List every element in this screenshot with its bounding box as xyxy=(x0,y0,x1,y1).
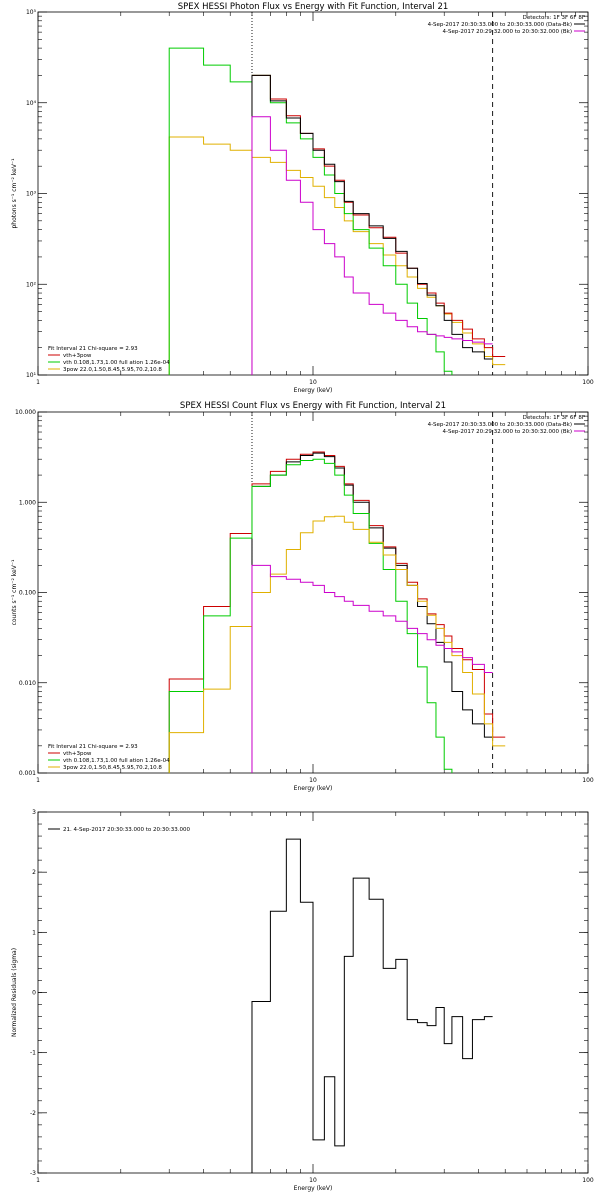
chart-title: SPEX HESSI Count Flux vs Energy with Fit… xyxy=(180,401,446,411)
series-2-step-line xyxy=(168,47,453,375)
plot-frame xyxy=(37,11,589,376)
y-tick-label: 0.010 xyxy=(19,680,36,687)
series-1-step-line xyxy=(168,451,506,773)
legend-left: 21. 4-Sep-2017 20:30:33.000 to 20:30:33.… xyxy=(48,827,190,833)
legend-left-header: Fit Interval 21 Chi-square = 2.93 xyxy=(48,744,138,750)
legend-left: Fit Interval 21 Chi-square = 2.93vth+3po… xyxy=(48,346,170,373)
legend-left-entry: vth+3pow xyxy=(63,353,92,359)
series-group xyxy=(251,838,493,1173)
series-3-step-line xyxy=(251,74,506,375)
series-5-step-line xyxy=(251,564,493,773)
y-tick-label: 0.001 xyxy=(19,770,36,777)
series-4-step-line xyxy=(251,74,493,375)
series-2-step-line xyxy=(251,452,493,773)
y-tick-label: 10⁴ xyxy=(26,100,37,107)
y-tick-label: 1 xyxy=(32,929,36,936)
x-tick-label: 10 xyxy=(309,777,317,784)
series-group xyxy=(168,47,506,375)
legend-left-entry: 3pow 22.0,1.50,8.45,5.95,70.2,10.8 xyxy=(63,367,162,373)
legend-right-entry: 4-Sep-2017 20:29:32.000 to 20:30:32.000 … xyxy=(443,29,573,35)
x-tick-label: 10 xyxy=(309,1177,317,1184)
y-tick-label: 10⁵ xyxy=(26,9,37,16)
chart-title: SPEX HESSI Photon Flux vs Energy with Fi… xyxy=(178,2,449,12)
legend-right-entry: Detectors: 1F 3F 6F 8F xyxy=(523,415,585,421)
y-tick-label: -1 xyxy=(30,1050,36,1057)
x-tick-label: 1 xyxy=(36,777,40,784)
y-axis-label: Normalized Residuals (sigma) xyxy=(11,948,18,1037)
legend-left: Fit Interval 21 Chi-square = 2.93vth+3po… xyxy=(48,744,170,771)
y-tick-label: 10² xyxy=(26,281,37,288)
legend-left-entry: 3pow 22.0,1.50,8.45,5.95,70.2,10.8 xyxy=(63,765,162,771)
y-tick-label: 1.000 xyxy=(19,499,36,506)
legend-right-entry: 4-Sep-2017 20:30:33.000 to 20:30:33.000 … xyxy=(428,22,572,28)
panel-3: 1 10 100 -3 -2 -1 0 1 2 3 Energy (keV) Normalized R… xyxy=(11,809,594,1192)
y-tick-label: 2 xyxy=(32,869,36,876)
y-tick-label: -2 xyxy=(30,1110,36,1117)
legend-left-header: Fit Interval 21 Chi-square = 2.93 xyxy=(48,346,138,352)
series-5-step-line xyxy=(251,116,493,375)
x-tick-label: 100 xyxy=(582,777,594,784)
panel-1: SPEX HESSI Photon Flux vs Energy with Fi… xyxy=(11,2,594,394)
x-tick-label: 1 xyxy=(36,379,40,386)
series-4-step-line xyxy=(168,515,506,773)
y-tick-label: -3 xyxy=(30,1170,36,1177)
legend-left-entry: vth+3pow xyxy=(63,751,92,757)
legend-left-entry: 21. 4-Sep-2017 20:30:33.000 to 20:30:33.… xyxy=(63,827,190,833)
y-tick-label: 10.000 xyxy=(15,409,36,416)
series-1-step-line xyxy=(251,838,493,1173)
x-axis-label: Energy (keV) xyxy=(294,1185,333,1192)
x-axis-label: Energy (keV) xyxy=(294,785,333,792)
y-axis-label: counts s⁻¹ cm⁻² keV⁻¹ xyxy=(11,559,18,625)
y-tick-label: 3 xyxy=(32,809,36,816)
legend-right: Detectors: 1F 3F 6F 8F4-Sep-2017 20:30:3… xyxy=(428,415,585,435)
x-axis-label: Energy (keV) xyxy=(294,387,333,394)
x-tick-label: 100 xyxy=(582,379,594,386)
series-group xyxy=(168,451,506,773)
y-tick-label: 0.100 xyxy=(19,590,36,597)
series-3-step-line xyxy=(168,458,453,773)
legend-right: Detectors: 1F 3F 6F 8F4-Sep-2017 20:30:3… xyxy=(428,15,585,35)
y-tick-label: 10³ xyxy=(26,191,37,198)
panel-2: SPEX HESSI Count Flux vs Energy with Fit… xyxy=(11,401,594,792)
legend-left-entry: vth 0.108,1.73,1.00 full ation 1.26e-04 xyxy=(63,360,170,366)
x-tick-label: 1 xyxy=(36,1177,40,1184)
legend-right-entry: Detectors: 1F 3F 6F 8F xyxy=(523,15,585,21)
x-tick-label: 100 xyxy=(582,1177,594,1184)
legend-left-entry: vth 0.108,1.73,1.00 full ation 1.26e-04 xyxy=(63,758,170,764)
legend-right-entry: 4-Sep-2017 20:29:32.000 to 20:30:32.000 … xyxy=(443,429,573,435)
legend-right-entry: 4-Sep-2017 20:30:33.000 to 20:30:33.000 … xyxy=(428,422,572,428)
x-tick-label: 10 xyxy=(309,379,317,386)
y-tick-label: 0 xyxy=(32,990,36,997)
plot-frame xyxy=(37,411,589,774)
y-axis-label: photons s⁻¹ cm⁻² keV⁻¹ xyxy=(11,158,18,229)
y-tick-label: 10¹ xyxy=(26,372,37,379)
